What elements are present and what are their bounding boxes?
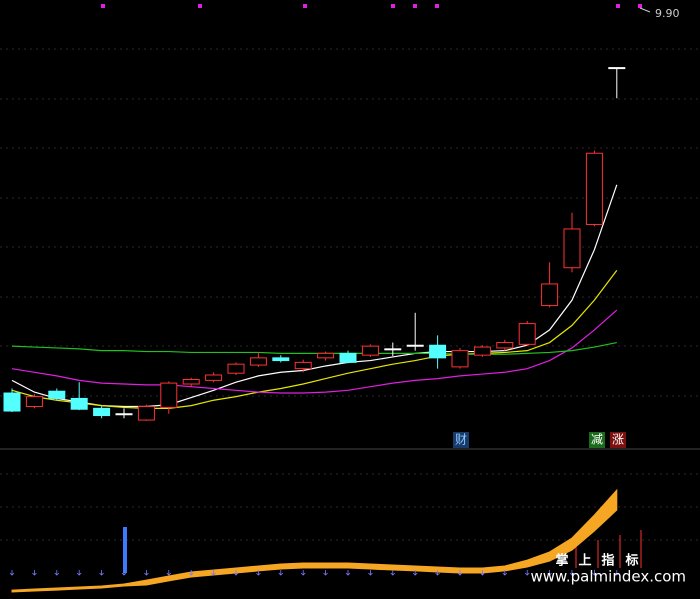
event-badge xyxy=(453,432,469,448)
signal-text: 标 xyxy=(624,553,638,569)
event-label: 财 xyxy=(455,433,467,447)
candle-body xyxy=(563,228,581,269)
candle-body xyxy=(339,352,357,363)
price-panel xyxy=(3,67,626,421)
candle-body xyxy=(115,413,133,416)
tick-arrow xyxy=(457,570,463,576)
marker-dot xyxy=(616,4,620,8)
price-marker: 9.90 xyxy=(655,7,680,20)
event-badge xyxy=(589,432,605,448)
signal-text: 上 xyxy=(578,554,591,569)
candle-body xyxy=(93,407,111,417)
marker-dot xyxy=(413,4,417,8)
candle-body xyxy=(473,346,491,356)
watermark: www.palmindex.com xyxy=(530,568,686,586)
moving-average xyxy=(11,270,618,409)
candle-body xyxy=(496,342,514,349)
candle-body xyxy=(317,352,335,359)
signal-text: 掌 xyxy=(555,553,568,569)
tick-arrow xyxy=(412,570,418,576)
candle-body xyxy=(451,350,469,368)
signal-text: 指 xyxy=(601,553,614,569)
candle-body xyxy=(541,283,559,307)
tick-arrow xyxy=(345,570,351,576)
candle-body xyxy=(137,406,155,421)
candle-body xyxy=(205,374,223,381)
marker-dot xyxy=(435,4,439,8)
signal-bar xyxy=(123,527,127,573)
indicator-panel xyxy=(9,488,620,593)
tick-arrow xyxy=(9,570,15,576)
tick-arrow xyxy=(121,570,127,576)
tick-arrow xyxy=(592,570,597,576)
tick-arrow xyxy=(323,570,328,576)
tick-arrow xyxy=(480,570,485,576)
event-label: 减 xyxy=(591,433,603,447)
marker-dot xyxy=(391,4,395,8)
tick-arrow xyxy=(300,570,306,576)
candle-body xyxy=(384,348,402,351)
marker-arrow xyxy=(639,7,651,13)
event-label: 涨 xyxy=(612,432,624,447)
marker-dot xyxy=(101,4,105,8)
tick-arrow xyxy=(188,570,194,576)
tick-arrow xyxy=(390,570,396,576)
tick-arrow xyxy=(614,570,620,576)
tick-arrow xyxy=(368,570,373,576)
candle-body xyxy=(608,67,626,70)
candle-body xyxy=(249,357,267,366)
candle-body xyxy=(585,152,603,225)
candle-body xyxy=(70,397,88,410)
tick-arrow xyxy=(166,570,172,576)
candle-body xyxy=(3,392,21,412)
tick-arrow xyxy=(278,570,284,576)
candle-body xyxy=(48,390,66,399)
tick-arrow xyxy=(144,570,149,576)
tick-arrow xyxy=(99,570,104,576)
moving-average xyxy=(11,341,617,355)
panel-rules xyxy=(0,48,700,541)
tick-arrow xyxy=(32,570,37,576)
candle-body xyxy=(182,378,200,385)
candle-body xyxy=(429,344,447,359)
top-markers xyxy=(101,4,642,8)
tick-arrow xyxy=(233,570,239,576)
candle-body xyxy=(272,357,290,362)
moving-average xyxy=(11,309,618,394)
candle-body xyxy=(25,396,43,408)
indicator-band xyxy=(11,488,618,593)
marker-dot xyxy=(638,4,642,8)
candle-body xyxy=(227,363,245,374)
event-badge xyxy=(610,432,626,448)
tick-arrow xyxy=(435,570,440,576)
signal-lines xyxy=(575,530,642,568)
tick-arrow xyxy=(569,570,575,576)
marker-dot xyxy=(198,4,202,8)
candle-body xyxy=(406,344,424,347)
tick-arrow xyxy=(211,570,216,576)
moving-average xyxy=(11,184,618,408)
tick-arrow xyxy=(547,570,552,576)
tick-arrow xyxy=(76,570,82,576)
tick-arrow xyxy=(502,570,508,576)
marker-dot xyxy=(303,4,307,8)
tick-arrow xyxy=(54,570,60,576)
candle-body xyxy=(518,323,536,345)
candle-body xyxy=(160,382,178,408)
tick-arrow xyxy=(256,570,261,576)
candle-body xyxy=(361,345,379,356)
candle-body xyxy=(294,361,312,370)
tick-arrow xyxy=(524,570,530,576)
